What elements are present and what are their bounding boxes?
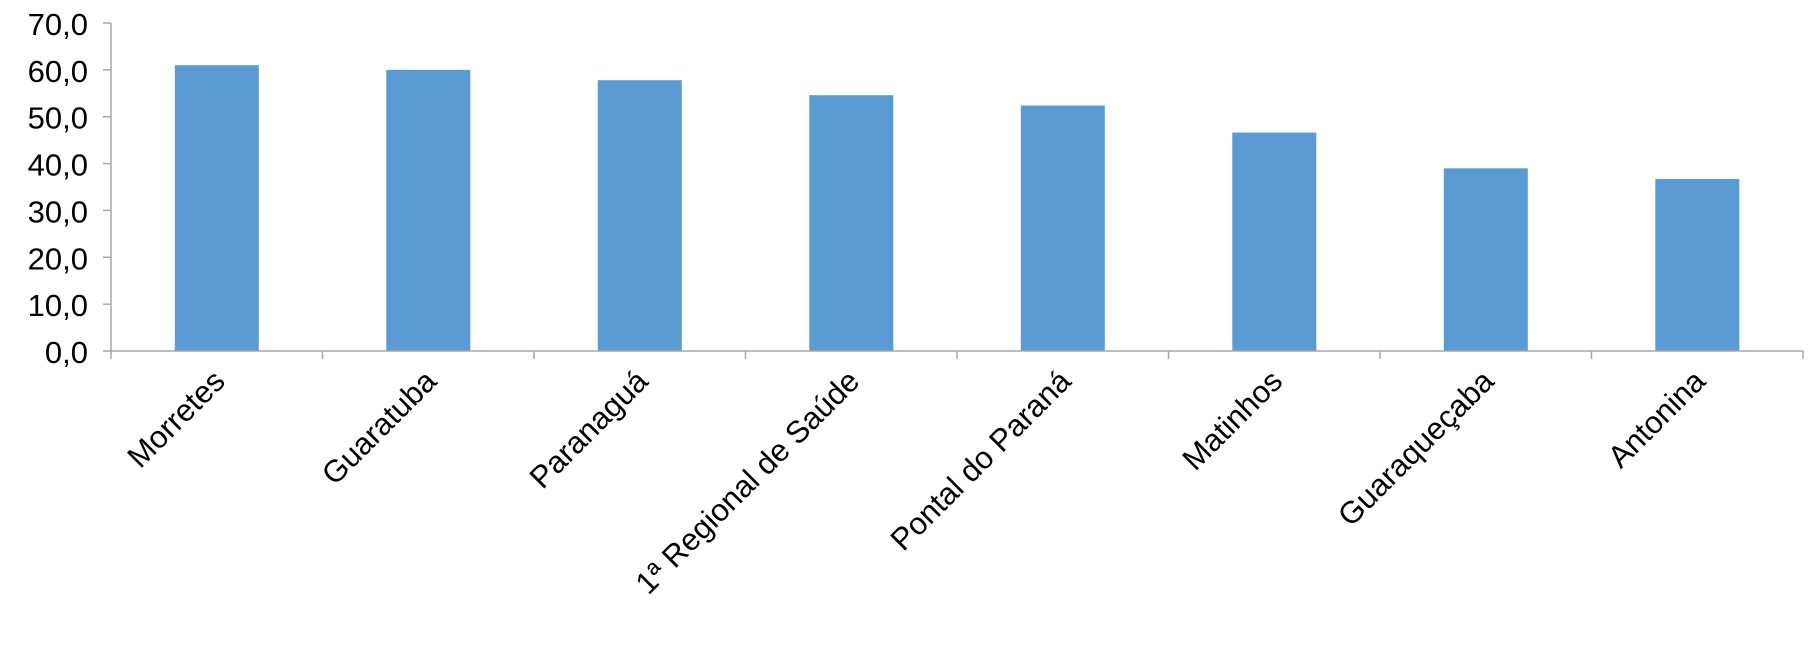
y-tick-label: 20,0	[28, 241, 88, 276]
x-tick-label: Pontal do Paraná	[884, 363, 1079, 558]
y-tick-label: 30,0	[28, 194, 88, 229]
bar-6	[1443, 168, 1528, 351]
bar-2	[597, 80, 682, 351]
x-tick-label: Morretes	[120, 363, 231, 474]
y-tick-labels: 0,0 10,0 20,0 30,0 40,0 50,0 60,0 70,0	[28, 7, 88, 370]
bar-3	[809, 95, 894, 351]
x-tick-label: Antonina	[1601, 363, 1713, 475]
y-tick-label: 40,0	[28, 148, 88, 183]
bar-4	[1020, 105, 1105, 351]
y-tick-label: 10,0	[28, 288, 88, 323]
axes-group	[103, 22, 1804, 359]
bar-0	[174, 65, 259, 351]
x-tick-label: Guaraqueçaba	[1331, 363, 1501, 533]
y-tick-label: 0,0	[45, 335, 88, 370]
bar-5	[1232, 132, 1317, 351]
x-tick-label: Guaratuba	[315, 363, 444, 492]
x-tick-label: Matinhos	[1175, 363, 1289, 477]
y-tick-label: 70,0	[28, 7, 88, 42]
x-tick-label: 1ª Regional de Saúde	[629, 363, 867, 601]
bars-group	[174, 65, 1740, 352]
x-tick-label: Paranaguá	[523, 363, 656, 496]
y-tick-label: 60,0	[28, 54, 88, 89]
bar-1	[386, 69, 471, 352]
bar-7	[1655, 179, 1740, 351]
y-tick-label: 50,0	[28, 101, 88, 136]
